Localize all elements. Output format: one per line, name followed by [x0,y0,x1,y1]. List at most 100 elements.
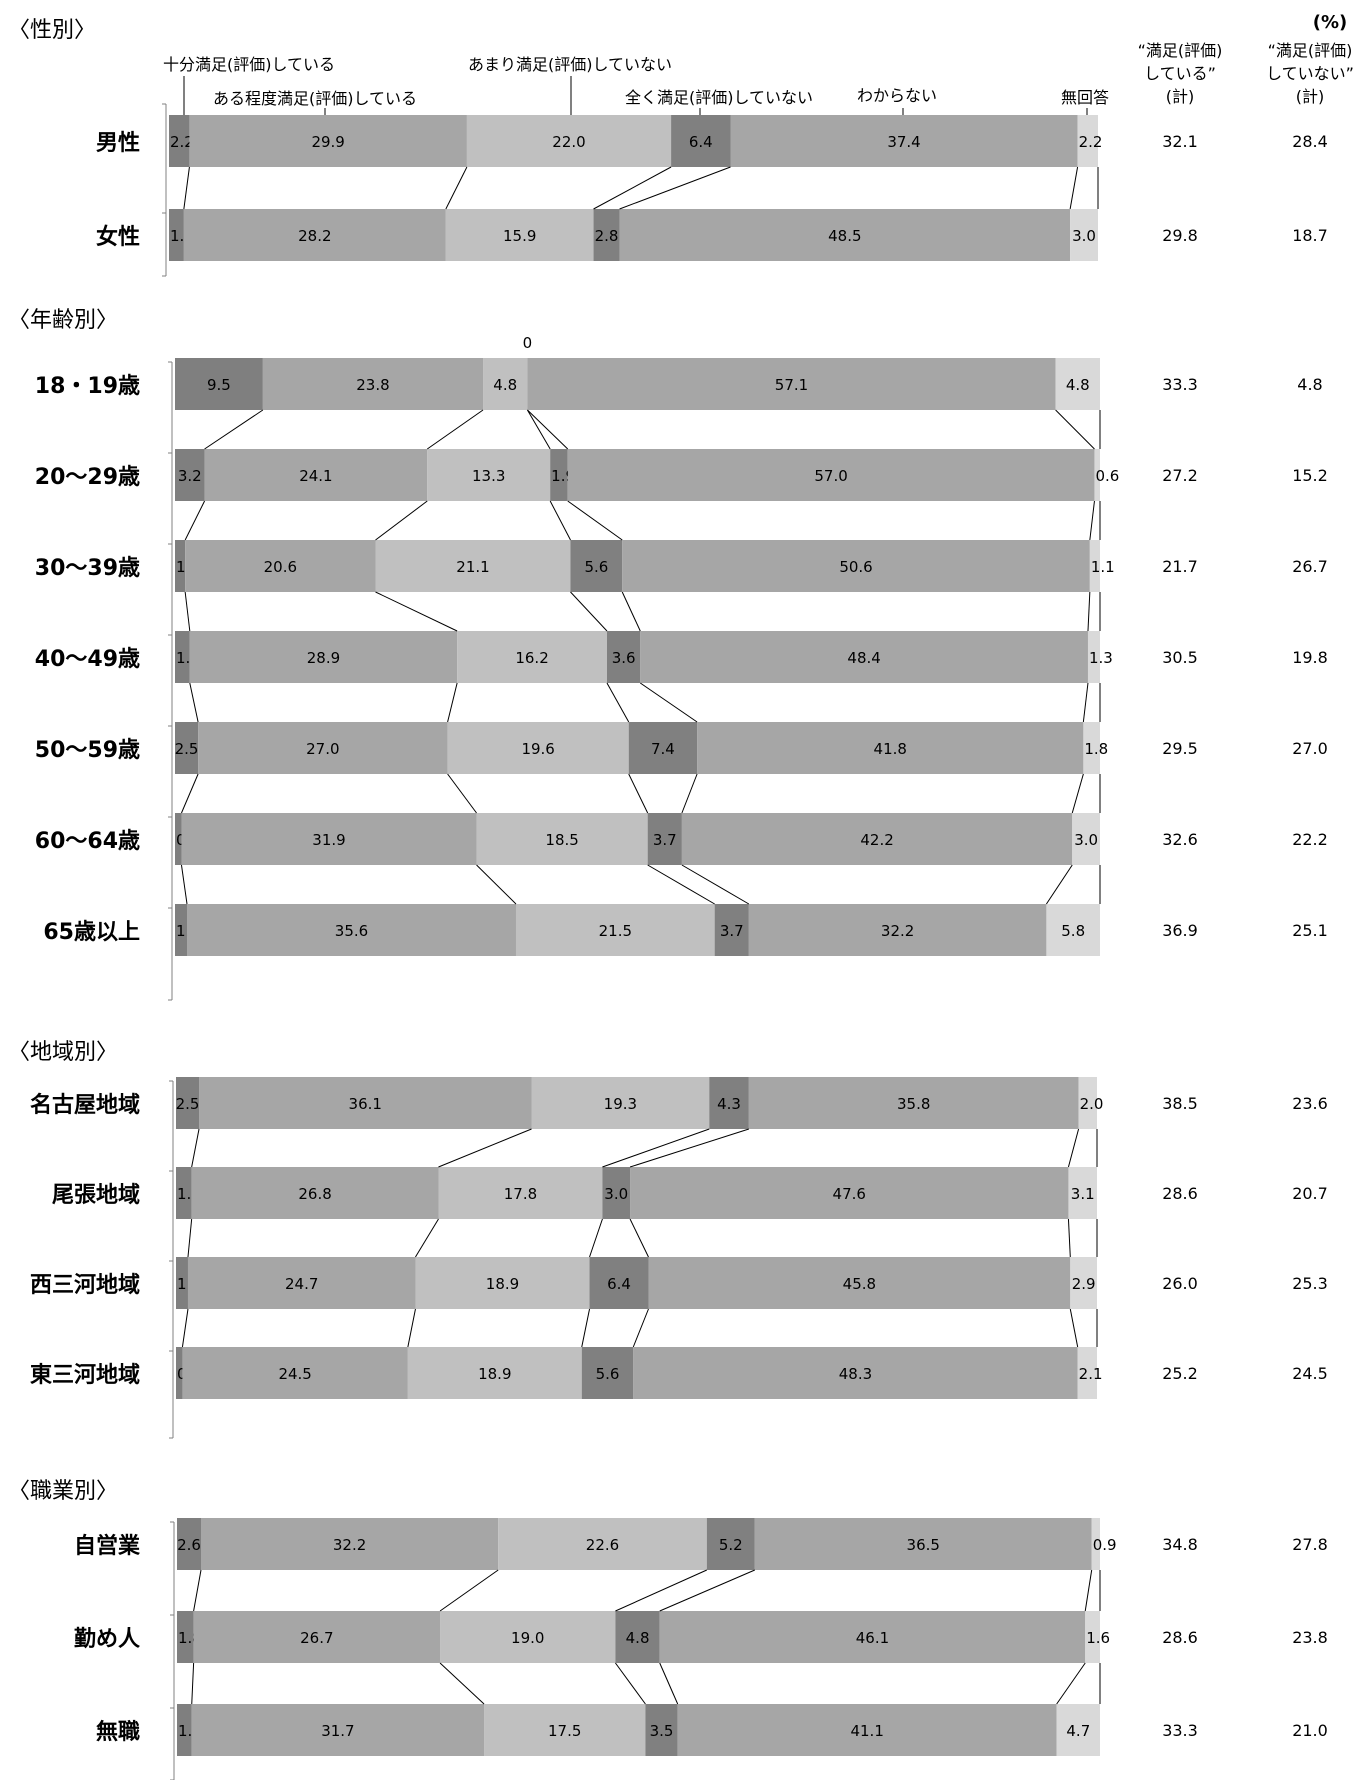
row-label: 勤め人 [74,1626,140,1652]
connector-line [375,591,458,632]
connector-line [189,682,199,723]
bar-value-label: 3.0 [1074,831,1098,849]
bar-segment-very-satisfied [177,1611,194,1663]
bar-value-label: 32.2 [333,1536,366,1554]
connector-line [447,682,458,723]
bar-segment-somewhat-satisfied [185,540,376,592]
bar-value-label: 4.7 [1066,1722,1090,1740]
bar-value-label: 42.2 [860,831,893,849]
bar-segment-not-at-all-satisfied [581,1347,634,1399]
bar-segment-very-satisfied [169,209,184,261]
connector-line [621,591,641,632]
bar-value-label: 16.2 [515,649,548,667]
bar-segment-somewhat-satisfied [187,1257,416,1309]
bar-value-label: 2.2 [170,133,194,151]
bar-value-label: 48.4 [847,649,880,667]
bar-segment-dont-know [748,1077,1079,1129]
bar-value-label: 3.0 [604,1185,628,1203]
chart-plot-area: 〈性別〉男性 2.2 29.9 22.0 6.4 37.4 2.2 32.1 28.4 女性 1.6… [8,18,1328,1780]
bar-segment-not-very-satisfied [515,904,715,956]
bar-value-label: 4.3 [717,1095,741,1113]
connector-line [549,500,571,541]
connector-line [1084,1569,1093,1612]
bar-segment-no-answer [1046,904,1100,956]
connector-line [681,773,698,814]
bar-value-label: 48.5 [828,227,861,245]
bar-segment-not-very-satisfied [466,115,672,167]
connector-line [632,1308,649,1348]
bar-segment-not-at-all-satisfied [628,722,698,774]
bar-segment-dont-know [697,722,1084,774]
bar-segment-not-very-satisfied [484,1704,646,1756]
bar-value-label: 18.9 [478,1365,511,1383]
connector-line [681,864,750,905]
bar-value-label: 1.3 [1089,649,1113,667]
row-label: 65歳以上 [43,920,140,945]
bar-segment-very-satisfied [176,1167,192,1219]
satisfied-total-value: 28.6 [1162,1184,1198,1203]
bar-value-label: 0.6 [1095,467,1119,485]
bar-value-label: 24.7 [285,1275,318,1293]
not-satisfied-total-value: 28.4 [1292,132,1328,151]
bar-segment-no-answer [1083,722,1100,774]
connector-line [439,1662,485,1705]
not-satisfied-total-value: 27.8 [1292,1535,1328,1554]
bar-value-label: 2.0 [1080,1095,1104,1113]
bar-segment-not-very-satisfied [438,1167,603,1219]
bar-value-label: 24.1 [299,467,332,485]
bar-segment-very-satisfied [175,722,199,774]
bar-value-label: 19.3 [604,1095,637,1113]
bar-value-label: 2.2 [1079,133,1103,151]
connector-line [181,773,199,814]
satisfied-total-value: 26.0 [1162,1274,1198,1293]
bar-segment-no-answer [1077,1347,1097,1399]
connector-line [602,1128,710,1168]
not-satisfied-total-value: 23.8 [1292,1628,1328,1647]
bar-segment-dont-know [677,1704,1057,1756]
bar-value-label: 20.6 [264,558,297,576]
connector-line [615,1662,646,1705]
bar-value-label: 32.2 [881,922,914,940]
unit-label: (%) [1313,12,1348,33]
bar-segment-not-at-all-satisfied [589,1257,649,1309]
row-label: 30～39歳 [35,556,140,581]
not-satisfied-total-value: 25.3 [1292,1274,1328,1293]
bar-segment-not-at-all-satisfied [615,1611,660,1663]
satisfied-total-value: 34.8 [1162,1535,1198,1554]
connector-line [407,1308,416,1348]
row-label: 西三河地域 [30,1272,140,1298]
bar-value-label: 3.0 [1072,227,1096,245]
summary-header-not-satisfied-line2: していない” [1266,64,1354,83]
connector-line [606,682,630,723]
row-label: 18・19歳 [35,374,140,399]
not-satisfied-total-value: 18.7 [1292,226,1328,245]
bar-segment-no-answer [1070,1257,1097,1309]
not-satisfied-total-value: 20.7 [1292,1184,1328,1203]
bar-value-label: 5.8 [1061,922,1085,940]
connector-line [447,773,477,814]
bar-segment-very-satisfied [176,1077,200,1129]
row-label: 60～64歳 [35,829,140,854]
bar-segment-no-answer [1077,115,1098,167]
bar-value-label: 47.6 [833,1185,866,1203]
bar-value-label: 35.6 [335,922,368,940]
group-title: 〈職業別〉 [8,1479,118,1504]
not-satisfied-total-value: 15.2 [1292,466,1328,485]
bar-value-label: 37.4 [887,133,920,151]
bar-segment-very-satisfied [175,904,188,956]
bar-value-label: 1.1 [1091,558,1115,576]
connector-line [1056,1662,1086,1705]
row-label: 無職 [96,1719,140,1745]
bar-segment-dont-know [659,1611,1086,1663]
bar-segment-very-satisfied [175,631,190,683]
connector-line [375,500,428,541]
connector-line [1087,591,1091,632]
bar-value-label: 28.2 [298,227,331,245]
bar-value-label: 3.2 [178,467,202,485]
bar-segment-somewhat-satisfied [182,1347,408,1399]
bar-value-label: 24.5 [278,1365,311,1383]
bar-segment-not-at-all-satisfied [706,1518,755,1570]
connector-line [647,864,715,905]
bar-segment-very-satisfied [175,358,263,410]
